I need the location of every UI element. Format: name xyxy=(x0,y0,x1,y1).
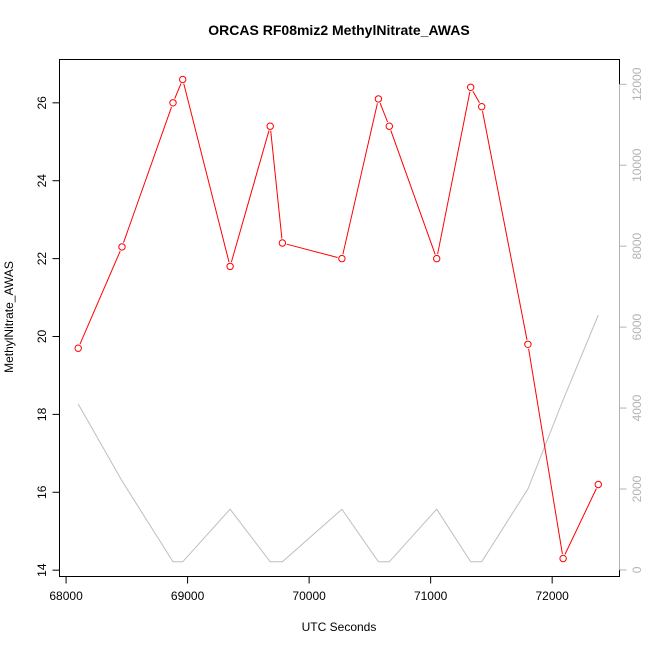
x-tick-label: 71000 xyxy=(414,589,448,603)
series-primary-point xyxy=(524,340,532,348)
series-primary-point xyxy=(385,122,393,130)
series-secondary xyxy=(77,314,599,563)
y-tick-label-right: 2000 xyxy=(630,475,644,502)
y-tick-label-left: 20 xyxy=(35,330,49,344)
series-primary-segment xyxy=(482,111,528,340)
series-secondary-line xyxy=(77,314,599,563)
y-tick-label-right: 4000 xyxy=(630,394,644,421)
series-primary-segment xyxy=(437,91,471,255)
x-tick-label: 72000 xyxy=(535,589,569,603)
y-tick-label-left: 22 xyxy=(35,252,49,266)
y-tick-label-left: 14 xyxy=(35,563,49,577)
series-primary-segment xyxy=(79,250,121,345)
x-tick-label: 68000 xyxy=(49,589,83,603)
series-primary-segment xyxy=(472,90,480,104)
series-primary-point xyxy=(266,122,274,130)
series-primary-point xyxy=(374,95,383,103)
y-tick-label-right: 0 xyxy=(630,566,644,573)
y-tick-label-right: 10000 xyxy=(630,148,644,182)
series-primary-segment xyxy=(230,130,270,263)
series-primary-point xyxy=(118,243,126,251)
series-primary-segment xyxy=(270,130,283,239)
y-axis-label: MethylNitrate_AWAS xyxy=(2,261,16,373)
series-primary-segment xyxy=(183,83,230,263)
series-primary-point xyxy=(433,254,441,263)
series-primary-point xyxy=(278,239,287,247)
series-primary-segment xyxy=(286,243,338,258)
x-tick-label: 70000 xyxy=(292,589,326,603)
series-primary-point xyxy=(478,103,486,111)
y-axis-right: 0 2000 4000 6000 8000 10000 12000 xyxy=(619,67,644,573)
y-tick-label-left: 16 xyxy=(35,485,49,499)
series-primary-segment xyxy=(123,106,172,243)
series-primary-point xyxy=(74,344,82,352)
series-primary-point xyxy=(226,262,234,271)
y-tick-label-right: 12000 xyxy=(630,67,644,101)
series-primary-segment xyxy=(174,83,182,99)
chart-title: ORCAS RF08miz2 MethylNitrate_AWAS xyxy=(208,22,469,38)
y-tick-label-right: 8000 xyxy=(630,232,644,259)
x-axis: 68000 69000 70000 71000 72000 xyxy=(49,576,569,603)
y-tick-label-right: 6000 xyxy=(630,313,644,340)
y-axis-left: 14 16 18 20 22 24 26 xyxy=(35,96,60,577)
series-primary-point xyxy=(467,83,475,92)
x-tick-label: 69000 xyxy=(171,589,205,603)
series-primary-point xyxy=(179,75,187,84)
series-primary-segment xyxy=(379,102,389,123)
series-primary-segment xyxy=(390,130,436,255)
series-primary-segment xyxy=(564,488,597,555)
series-primary-point xyxy=(338,254,346,263)
series-primary-point xyxy=(594,480,602,489)
series-primary xyxy=(74,75,602,563)
series-primary-segment xyxy=(342,103,378,255)
y-tick-label-left: 18 xyxy=(35,407,49,421)
series-primary-segment xyxy=(528,348,563,555)
x-axis-label: UTC Seconds xyxy=(302,620,377,634)
series-primary-point xyxy=(559,554,567,563)
y-tick-label-left: 24 xyxy=(35,174,49,188)
y-tick-label-left: 26 xyxy=(35,96,49,110)
series-primary-point xyxy=(169,99,177,107)
